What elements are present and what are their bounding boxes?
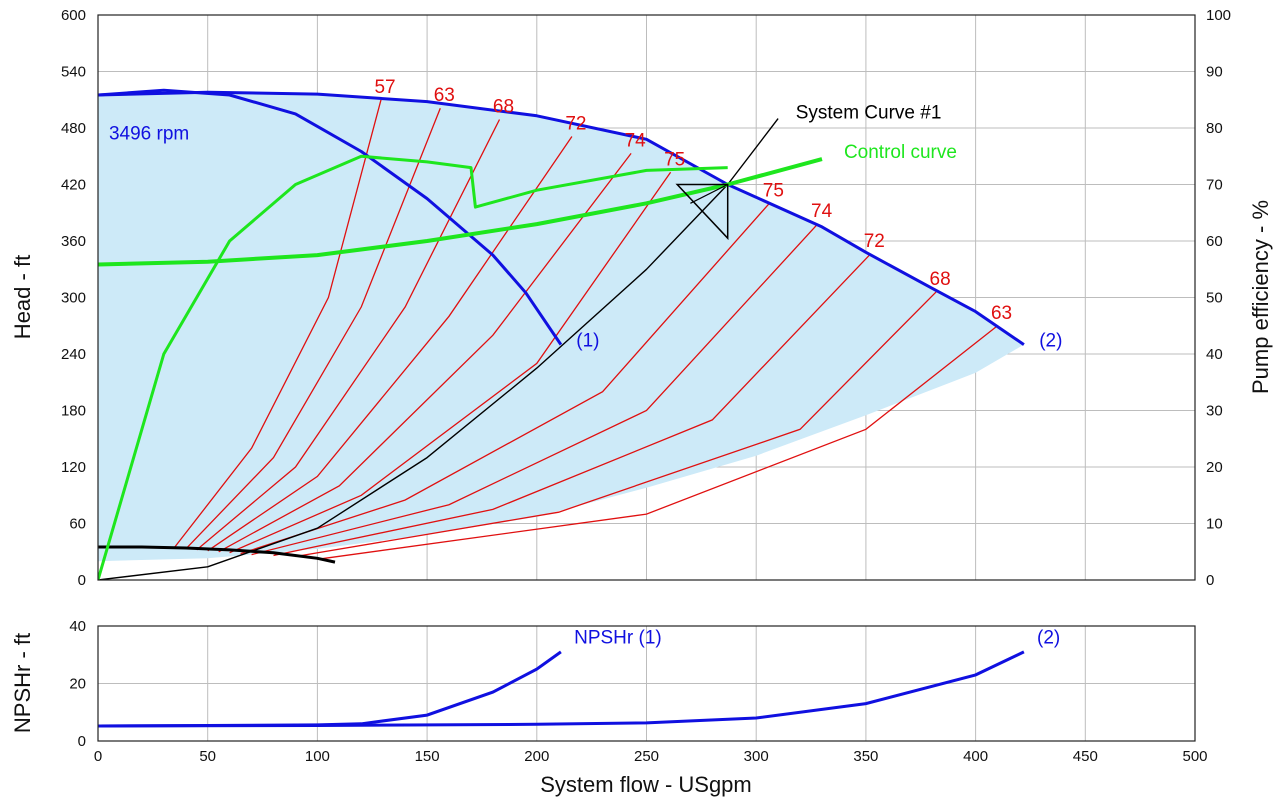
npsh-series-labels: NPSHr (1) (2) (574, 627, 1060, 648)
efficiency-label-3: 72 (565, 113, 586, 134)
x-tick-label: 100 (305, 748, 330, 765)
y2-axis-title: Pump efficiency - % (1248, 200, 1273, 394)
pump-2-label: (2) (1039, 330, 1062, 351)
y2-tick-label: 70 (1206, 177, 1223, 194)
efficiency-label-6: 75 (763, 180, 784, 201)
y-tick-label: 540 (61, 64, 86, 81)
efficiency-label-8: 72 (864, 231, 885, 252)
x-tick-label: 300 (744, 748, 769, 765)
series-line (98, 157, 823, 267)
efficiency-isoline (174, 99, 382, 548)
y-tick-label: 0 (78, 572, 86, 589)
y2-tick-label: 10 (1206, 516, 1223, 533)
y2-tick-label: 90 (1206, 64, 1223, 81)
y-tick-label: 360 (61, 233, 86, 250)
main-series (98, 88, 1025, 580)
x-tick-label: 350 (853, 748, 878, 765)
npsh-plot-frame (97, 625, 1196, 742)
npsh-y-tick-label: 0 (78, 733, 86, 750)
speed-label: 3496 rpm (109, 123, 189, 144)
efficiency-isoline (185, 107, 441, 550)
efficiency-isoline (218, 153, 632, 553)
npsh-y-ticks: 0 20 40 (69, 618, 86, 750)
y2-tick-label: 40 (1206, 346, 1223, 363)
y-axis-title: Head - ft (10, 255, 35, 339)
duty-point-marker (675, 183, 729, 241)
x-tick-label: 400 (963, 748, 988, 765)
series-line (98, 88, 563, 346)
y-tick-label: 180 (61, 403, 86, 420)
y-tick-label: 120 (61, 459, 86, 476)
npsh-x-ticks: 0 50 100 150 200 250 300 350 400 450 500 (94, 748, 1208, 765)
efficiency-label-7: 74 (811, 201, 833, 222)
efficiency-label-9: 68 (930, 269, 951, 290)
efficiency-isoline (251, 223, 819, 556)
efficiency-isoline (240, 202, 770, 555)
x-tick-label: 150 (415, 748, 440, 765)
npsh-series-line (98, 650, 562, 728)
efficiency-label-1: 63 (434, 85, 455, 106)
y2-tick-label: 80 (1206, 120, 1223, 137)
x-tick-label: 0 (94, 748, 102, 765)
npsha-curve (98, 545, 336, 564)
efficiency-isoline (317, 325, 998, 560)
y-tick-label: 240 (61, 346, 86, 363)
y2-tick-label: 50 (1206, 290, 1223, 307)
y2-tick-label: 30 (1206, 403, 1223, 420)
x-tick-label: 500 (1182, 748, 1207, 765)
y-tick-label: 480 (61, 120, 86, 137)
efficiency-label-10: 63 (991, 303, 1012, 324)
efficiency-label-2: 68 (493, 97, 514, 118)
system-curve-label: System Curve #1 (796, 103, 942, 124)
x-tick-label: 200 (524, 748, 549, 765)
npsh-2-label: (2) (1037, 627, 1060, 648)
y-tick-label: 300 (61, 290, 86, 307)
pump-1-label: (1) (576, 330, 599, 351)
efficiency-isoline (229, 171, 672, 554)
npsh-plot: NPSHr (1) (2) 0 50 100 150 200 250 300 350 400 450… (69, 618, 1207, 765)
efficiency-label-4: 74 (625, 130, 647, 151)
x-tick-label: 50 (199, 748, 216, 765)
control-curve-label: Control curve (844, 142, 957, 163)
y2-tick-label: 20 (1206, 459, 1223, 476)
x-tick-label: 450 (1073, 748, 1098, 765)
y2-tick-label: 100 (1206, 7, 1231, 24)
npsh-1-label: NPSHr (1) (574, 627, 662, 648)
y-tick-label: 600 (61, 7, 86, 24)
efficiency-isoline (295, 291, 937, 558)
y2-tick-label: 60 (1206, 233, 1223, 250)
efficiency-label-5: 75 (664, 149, 685, 170)
npsh-series (98, 650, 1025, 728)
operating-region (98, 92, 1024, 562)
npsh-series-line (98, 650, 1025, 728)
main-plot: 57 63 68 72 74 75 75 74 72 68 63 3496 rpm System Cur… (61, 7, 1231, 589)
main-y-ticks: 0 60 120 180 240 300 360 420 480 540 600 (61, 7, 86, 589)
series-line (98, 90, 1025, 346)
main-y2-ticks: 0 10 20 30 40 50 60 70 80 90 100 (1206, 7, 1231, 589)
x-axis-title: System flow - USgpm (540, 772, 752, 797)
series-line (98, 118, 779, 580)
y2-tick-label: 0 (1206, 572, 1214, 589)
y-tick-label: 60 (69, 516, 86, 533)
series-line (98, 154, 728, 580)
operating-region-area (98, 92, 1024, 562)
main-plot-frame (97, 14, 1196, 581)
efficiency-label-0: 57 (374, 77, 395, 98)
main-series-labels: 57 63 68 72 74 75 75 74 72 68 63 3496 rpm System Cur… (109, 77, 1062, 352)
duty-point-tick (690, 183, 728, 204)
efficiency-isoline (196, 119, 501, 551)
x-tick-label: 250 (634, 748, 659, 765)
npsh-y-axis-title: NPSHr - ft (10, 633, 35, 733)
npsh-y-tick-label: 20 (69, 676, 86, 693)
efficiency-isoline (273, 253, 871, 557)
npsh-y-tick-label: 40 (69, 618, 86, 635)
y-tick-label: 420 (61, 177, 86, 194)
